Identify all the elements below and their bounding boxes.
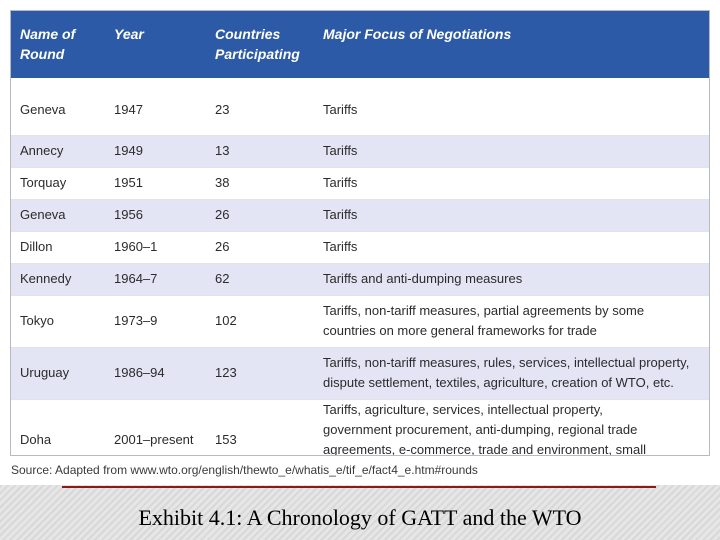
cell-round: Geneva (20, 207, 66, 222)
cell-round: Uruguay (20, 365, 70, 380)
table-row: Dillon 1960–1 26 Tariffs (11, 231, 709, 263)
cell-year: 1956 (114, 207, 143, 222)
cell-round: Geneva (20, 102, 66, 118)
table-row: Kennedy 1964–7 62 Tariffs and anti-dumpi… (11, 263, 709, 295)
cell-countries: 26 (215, 207, 230, 222)
cell-focus: Tariffs (323, 239, 358, 254)
cell-countries: 23 (215, 102, 230, 118)
cell-focus: Tariffs (323, 143, 358, 158)
cell-round: Kennedy (20, 271, 72, 286)
gatt-rounds-table-frame: Name of Round Year Countries Participati… (10, 10, 710, 456)
header-countries-participating: Countries Participating (215, 26, 300, 62)
cell-round: Tokyo (20, 313, 54, 328)
cell-year: 1947 (114, 102, 143, 118)
cell-focus: Tariffs (323, 207, 358, 222)
cell-year: 1949 (114, 143, 143, 158)
cell-focus: Tariffs (323, 102, 358, 118)
table-row: Uruguay 1986–94 123 Tariffs, non-tariff … (11, 347, 709, 399)
caption-band (0, 485, 720, 540)
table-row: Tokyo 1973–9 102 Tariffs, non-tariff mea… (11, 295, 709, 347)
cell-focus: Tariffs, agriculture, services, intellec… (323, 401, 646, 456)
gatt-rounds-table: Name of Round Year Countries Participati… (11, 11, 709, 456)
cell-countries: 38 (215, 175, 230, 190)
cell-year: 1960–1 (114, 239, 158, 254)
table-body: Geneva 1947 23 Tariffs Annecy 1949 13 Ta… (11, 78, 709, 456)
cell-countries: 102 (215, 313, 237, 328)
cell-focus: Tariffs and anti-dumping measures (323, 271, 523, 286)
table-header: Name of Round Year Countries Participati… (11, 11, 709, 78)
source-note: Source: Adapted from www.wto.org/english… (11, 463, 478, 477)
cell-countries: 62 (215, 271, 230, 286)
cell-year: 1964–7 (114, 271, 158, 286)
cell-round: Doha (20, 431, 52, 447)
cell-round: Annecy (20, 143, 64, 158)
exhibit-caption: Exhibit 4.1: A Chronology of GATT and th… (138, 505, 582, 530)
cell-round: Dillon (20, 239, 53, 254)
cell-focus: Tariffs (323, 175, 358, 190)
cell-countries: 13 (215, 143, 230, 158)
table-row: Geneva 1956 26 Tariffs (11, 199, 709, 231)
cell-year: 2001–present (114, 431, 194, 447)
cell-year: 1973–9 (114, 313, 158, 328)
header-year: Year (114, 26, 144, 42)
cell-focus: Tariffs, non-tariff measures, partial ag… (323, 303, 645, 338)
cell-round: Torquay (20, 175, 67, 190)
header-name-of-round: Name of Round (20, 26, 76, 62)
cell-year: 1951 (114, 175, 143, 190)
header-major-focus: Major Focus of Negotiations (323, 26, 512, 42)
cell-countries: 153 (215, 431, 237, 447)
caption-rule (62, 486, 656, 488)
table-row: Doha 2001–present 153 Tariffs, agricultu… (11, 399, 709, 456)
cell-year: 1986–94 (114, 365, 165, 380)
table-row: Annecy 1949 13 Tariffs (11, 135, 709, 167)
cell-countries: 123 (215, 365, 237, 380)
table-row: Torquay 1951 38 Tariffs (11, 167, 709, 199)
cell-focus: Tariffs, non-tariff measures, rules, ser… (323, 355, 690, 390)
cell-countries: 26 (215, 239, 230, 254)
table-row: Geneva 1947 23 Tariffs (11, 78, 709, 135)
